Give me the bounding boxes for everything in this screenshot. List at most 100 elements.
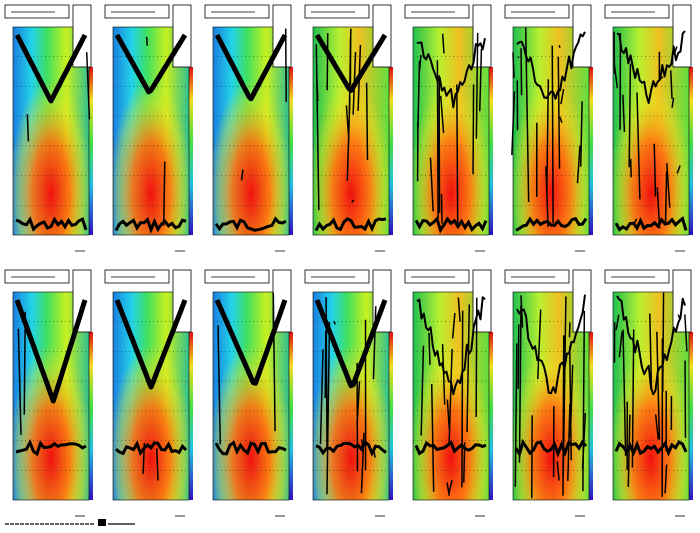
noise-line xyxy=(627,414,631,487)
noise-line xyxy=(546,79,550,190)
plot-frame xyxy=(412,26,490,236)
noise-line xyxy=(430,383,435,492)
noise-line xyxy=(653,143,657,197)
noise-line xyxy=(365,82,369,160)
noise-line xyxy=(417,60,421,128)
noise-line xyxy=(428,332,431,365)
noise-line xyxy=(618,331,623,358)
noise-line xyxy=(517,56,520,59)
noise-line xyxy=(420,345,425,436)
title-box xyxy=(204,4,270,19)
curve xyxy=(314,33,388,93)
noise-line xyxy=(441,343,446,405)
color-bar xyxy=(89,67,93,235)
noise-line xyxy=(23,311,27,415)
color-bar xyxy=(389,332,393,500)
noise-line xyxy=(326,322,331,495)
noise-line xyxy=(666,163,671,208)
legend-box xyxy=(472,4,492,68)
noise-line xyxy=(325,297,328,449)
plot-frame xyxy=(512,291,590,501)
curve xyxy=(414,440,487,456)
curve xyxy=(614,215,688,232)
noise-line xyxy=(345,105,350,140)
curve xyxy=(414,216,488,234)
plot-frame xyxy=(12,291,90,501)
noise-line xyxy=(357,44,362,111)
curve xyxy=(516,31,586,100)
noise-line xyxy=(457,297,461,322)
noise-line xyxy=(579,101,583,167)
color-bar xyxy=(89,332,93,500)
noise-line xyxy=(284,28,287,102)
noise-line xyxy=(629,158,632,178)
color-bar xyxy=(589,67,593,235)
noise-line xyxy=(628,63,632,168)
color-bar xyxy=(489,67,493,235)
curve xyxy=(14,299,88,404)
title-box xyxy=(604,4,670,19)
footer-mark xyxy=(98,519,106,526)
plot-frame xyxy=(312,291,390,501)
color-bar xyxy=(689,67,693,235)
noise-line xyxy=(446,482,451,496)
noise-line xyxy=(670,70,673,99)
noise-line xyxy=(684,314,688,352)
noise-line xyxy=(633,218,638,225)
noise-line xyxy=(576,145,581,184)
noise-line xyxy=(162,161,166,226)
title-box xyxy=(404,4,470,19)
noise-line xyxy=(472,84,475,175)
noise-line xyxy=(545,166,549,227)
title-box xyxy=(4,269,70,284)
curve xyxy=(616,30,686,104)
noise-line xyxy=(664,464,668,494)
noise-line xyxy=(155,448,159,481)
noise-line xyxy=(373,450,376,458)
color-bar xyxy=(189,332,193,500)
title-box xyxy=(504,4,570,19)
curve xyxy=(514,438,588,458)
legend-box xyxy=(572,269,592,333)
title-box xyxy=(104,4,170,19)
title-box xyxy=(404,269,470,284)
title-box xyxy=(304,4,370,19)
noise-line xyxy=(369,55,374,62)
curve xyxy=(214,33,288,102)
noise-line xyxy=(636,92,641,200)
noise-line xyxy=(659,76,664,80)
noise-line xyxy=(240,169,244,181)
noise-line xyxy=(662,292,665,392)
noise-line xyxy=(439,95,445,134)
color-bar xyxy=(389,67,393,235)
noise-line xyxy=(26,114,30,142)
curve xyxy=(114,216,187,234)
noise-line xyxy=(440,193,443,224)
noise-line xyxy=(656,331,661,440)
color-bar xyxy=(689,332,693,500)
noise-line xyxy=(517,324,520,389)
noise-line xyxy=(451,312,456,339)
curve xyxy=(416,37,486,109)
noise-line xyxy=(615,314,620,331)
noise-line xyxy=(560,89,565,105)
color-bar xyxy=(189,67,193,235)
noise-line xyxy=(520,48,523,96)
noise-line xyxy=(568,346,572,461)
noise-line xyxy=(17,328,22,435)
noise-line xyxy=(677,314,681,320)
noise-line xyxy=(418,54,422,71)
noise-line xyxy=(556,461,560,481)
plot-frame xyxy=(112,291,190,501)
noise-line xyxy=(272,292,276,432)
curve xyxy=(214,216,287,232)
noise-line xyxy=(524,27,530,203)
noise-line xyxy=(656,187,661,229)
color-bar xyxy=(289,67,293,235)
noise-line xyxy=(352,51,357,115)
curve xyxy=(114,33,188,95)
noise-line xyxy=(333,320,336,325)
noise-line xyxy=(559,116,563,124)
noise-line xyxy=(511,91,516,156)
color-bar xyxy=(289,332,293,500)
